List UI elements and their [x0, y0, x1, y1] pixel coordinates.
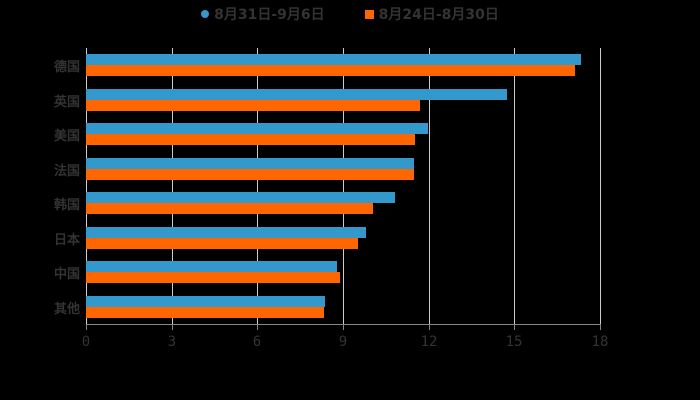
legend-label-series-2: 8月24日-8月30日 [378, 7, 499, 23]
x-tick [86, 324, 87, 330]
y-category-label: 英国 [53, 94, 80, 110]
bar-series-2[interactable] [86, 65, 575, 77]
x-tick-label: 12 [420, 334, 438, 350]
x-tick [514, 324, 515, 330]
y-category-label: 日本 [53, 232, 80, 248]
bar-series-1[interactable] [86, 88, 507, 100]
gridline [600, 48, 601, 324]
x-tick-label: 3 [167, 334, 177, 350]
x-tick-label: 15 [505, 334, 523, 350]
x-tick-label: 6 [252, 334, 262, 350]
gridline [257, 48, 258, 324]
gridline [172, 48, 173, 324]
gridline [429, 48, 430, 324]
x-tick-label: 9 [338, 334, 348, 350]
x-tick-label: 18 [591, 334, 609, 350]
x-tick [343, 324, 344, 330]
bar-series-2[interactable] [86, 306, 324, 318]
bar-series-1[interactable] [86, 192, 395, 204]
bar-series-1[interactable] [86, 157, 414, 169]
y-category-label: 法国 [53, 163, 80, 179]
bar-series-1[interactable] [86, 261, 337, 273]
x-tick [429, 324, 430, 330]
legend-label-series-1: 8月31日-9月6日 [214, 7, 325, 23]
legend-item-series-1[interactable]: 8月31日-9月6日 [201, 4, 325, 24]
y-category-label: 德国 [53, 60, 80, 76]
bar-series-2[interactable] [86, 134, 415, 146]
bar-series-2[interactable] [86, 99, 420, 111]
gridline [86, 48, 87, 324]
series-1-marker-icon [201, 10, 210, 18]
gridline [514, 48, 515, 324]
bar-series-1[interactable] [86, 54, 581, 66]
series-2-marker-icon [364, 9, 374, 19]
y-category-label: 韩国 [53, 198, 80, 214]
y-category-label: 其他 [53, 301, 80, 317]
bar-series-1[interactable] [86, 123, 428, 135]
y-category-label: 中国 [53, 267, 80, 283]
bar-series-1[interactable] [86, 295, 325, 307]
y-category-label: 美国 [53, 129, 80, 145]
x-axis [86, 324, 600, 325]
bar-series-2[interactable] [86, 203, 373, 215]
x-tick [257, 324, 258, 330]
bar-series-2[interactable] [86, 168, 414, 180]
x-tick [172, 324, 173, 330]
legend-item-series-2[interactable]: 8月24日-8月30日 [364, 4, 499, 24]
x-tick-label: 0 [81, 334, 91, 350]
bar-series-1[interactable] [86, 226, 366, 238]
bar-series-2[interactable] [86, 272, 340, 284]
gridline [343, 48, 344, 324]
x-tick [600, 324, 601, 330]
bar-series-2[interactable] [86, 237, 358, 249]
legend: 8月31日-9月6日 8月24日-8月30日 [0, 4, 700, 24]
